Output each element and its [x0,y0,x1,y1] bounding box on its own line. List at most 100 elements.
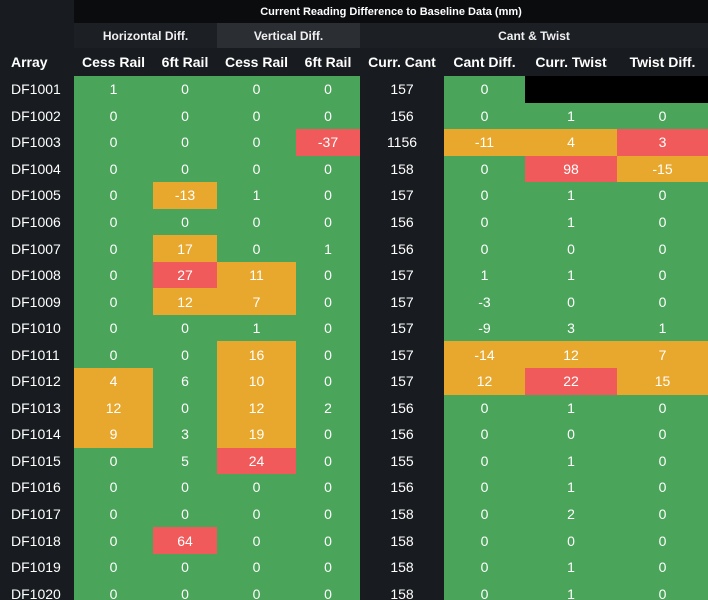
array-name-cell: DF1013 [0,394,74,422]
v-cess-rail-cell: 0 [217,208,296,236]
h-cess-rail-cell: 0 [74,288,153,315]
table-row[interactable]: DF1002 0 0 0 0 156 0 1 0 [0,102,708,130]
twist-diff-cell: 0 [617,288,708,315]
curr-twist-cell: 0 [525,235,617,262]
twist-diff-cell: 15 [617,368,708,395]
v-6ft-rail-cell: 0 [296,580,360,600]
h-cess-rail-cell: 1 [74,76,153,103]
cant-diff-cell: -14 [444,341,525,369]
curr-cant-cell: 156 [360,208,444,236]
twist-diff-cell: 0 [617,394,708,422]
cant-diff-cell: 12 [444,368,525,395]
h-cess-rail-cell: 9 [74,421,153,448]
h-6ft-rail-cell: 12 [153,288,217,315]
column-header-h-6ft-rail[interactable]: 6ft Rail [161,54,209,70]
table-row[interactable]: DF1014 9 3 19 0 156 0 0 0 [0,421,708,448]
column-header-curr-cant[interactable]: Curr. Cant [368,54,436,70]
v-6ft-rail-cell: 0 [296,527,360,554]
column-header-cant-diff[interactable]: Cant Diff. [453,54,516,70]
twist-diff-cell [617,76,708,103]
v-6ft-rail-cell: 1 [296,235,360,262]
v-6ft-rail-cell: 0 [296,474,360,501]
table-row[interactable]: DF1004 0 0 0 0 158 0 98 -15 [0,155,708,183]
cant-diff-cell: 1 [444,261,525,289]
curr-twist-cell: 1 [525,394,617,422]
h-cess-rail-cell: 12 [74,394,153,422]
twist-diff-cell: 0 [617,102,708,130]
array-name-cell: DF1018 [0,527,74,554]
h-6ft-rail-cell: 0 [153,553,217,581]
cant-diff-cell: 0 [444,76,525,103]
column-header-h-cess-rail[interactable]: Cess Rail [81,54,146,70]
h-6ft-rail-cell: 17 [153,235,217,262]
table-row[interactable]: DF1020 0 0 0 0 158 0 1 0 [0,580,708,600]
curr-cant-cell: 157 [360,76,444,103]
column-header-v-cess-rail[interactable]: Cess Rail [224,54,289,70]
curr-twist-cell: 0 [525,288,617,315]
array-name-cell: DF1001 [0,76,74,103]
curr-twist-cell: 22 [525,368,617,395]
cant-diff-cell: 0 [444,394,525,422]
table-row[interactable]: DF1003 0 0 0 -37 1156 -11 4 3 [0,129,708,156]
v-6ft-rail-cell: 0 [296,421,360,448]
array-name-cell: DF1003 [0,129,74,156]
v-6ft-rail-cell: 0 [296,155,360,183]
table-row[interactable]: DF1012 4 6 10 0 157 12 22 15 [0,368,708,395]
table-row[interactable]: DF1005 0 -13 1 0 157 0 1 0 [0,182,708,209]
twist-diff-cell: 0 [617,580,708,600]
h-cess-rail-cell: 4 [74,368,153,395]
v-cess-rail-cell: 12 [217,394,296,422]
table-row[interactable]: DF1013 12 0 12 2 156 0 1 0 [0,394,708,422]
curr-twist-cell: 98 [525,155,617,183]
table-row[interactable]: DF1009 0 12 7 0 157 -3 0 0 [0,288,708,315]
cant-diff-cell: -9 [444,314,525,342]
array-name-cell: DF1010 [0,314,74,342]
column-header-twist-diff[interactable]: Twist Diff. [629,54,696,70]
v-6ft-rail-cell: -37 [296,129,360,156]
cant-diff-cell: 0 [444,527,525,554]
twist-diff-cell: 0 [617,500,708,528]
v-cess-rail-cell: 16 [217,341,296,369]
v-cess-rail-cell: 0 [217,500,296,528]
curr-cant-cell: 157 [360,368,444,395]
h-6ft-rail-cell: -13 [153,182,217,209]
table-row[interactable]: DF1008 0 27 11 0 157 1 1 0 [0,261,708,289]
table-row[interactable]: DF1015 0 5 24 0 155 0 1 0 [0,447,708,475]
group-header-cant-twist: Cant & Twist [360,23,708,48]
table-row[interactable]: DF1019 0 0 0 0 158 0 1 0 [0,553,708,581]
h-6ft-rail-cell: 0 [153,102,217,130]
array-name-cell: DF1006 [0,208,74,236]
array-name-cell: DF1015 [0,447,74,475]
twist-diff-cell: 0 [617,421,708,448]
cant-diff-cell: 0 [444,500,525,528]
h-cess-rail-cell: 0 [74,527,153,554]
column-header-array[interactable]: Array [11,54,48,70]
h-cess-rail-cell: 0 [74,261,153,289]
column-header-v-6ft-rail[interactable]: 6ft Rail [304,54,352,70]
v-6ft-rail-cell: 0 [296,208,360,236]
v-cess-rail-cell: 0 [217,76,296,103]
table-row[interactable]: DF1011 0 0 16 0 157 -14 12 7 [0,341,708,369]
h-6ft-rail-cell: 0 [153,314,217,342]
cant-diff-cell: 0 [444,447,525,475]
h-6ft-rail-cell: 0 [153,474,217,501]
table-row[interactable]: DF1007 0 17 0 1 156 0 0 0 [0,235,708,262]
h-cess-rail-cell: 0 [74,553,153,581]
v-cess-rail-cell: 10 [217,368,296,395]
v-6ft-rail-cell: 2 [296,394,360,422]
table-row[interactable]: DF1017 0 0 0 0 158 0 2 0 [0,500,708,528]
curr-cant-cell: 155 [360,447,444,475]
table-row[interactable]: DF1016 0 0 0 0 156 0 1 0 [0,474,708,501]
array-name-cell: DF1011 [0,341,74,369]
table-row[interactable]: DF1001 1 0 0 0 157 0 [0,76,708,103]
h-cess-rail-cell: 0 [74,129,153,156]
twist-diff-cell: -15 [617,155,708,183]
curr-cant-cell: 158 [360,580,444,600]
table-row[interactable]: DF1018 0 64 0 0 158 0 0 0 [0,527,708,554]
v-cess-rail-cell: 19 [217,421,296,448]
table-title: Current Reading Difference to Baseline D… [74,0,708,23]
table-row[interactable]: DF1010 0 0 1 0 157 -9 3 1 [0,314,708,342]
table-row[interactable]: DF1006 0 0 0 0 156 0 1 0 [0,208,708,236]
curr-cant-cell: 1156 [360,129,444,156]
column-header-curr-twist[interactable]: Curr. Twist [535,54,607,70]
